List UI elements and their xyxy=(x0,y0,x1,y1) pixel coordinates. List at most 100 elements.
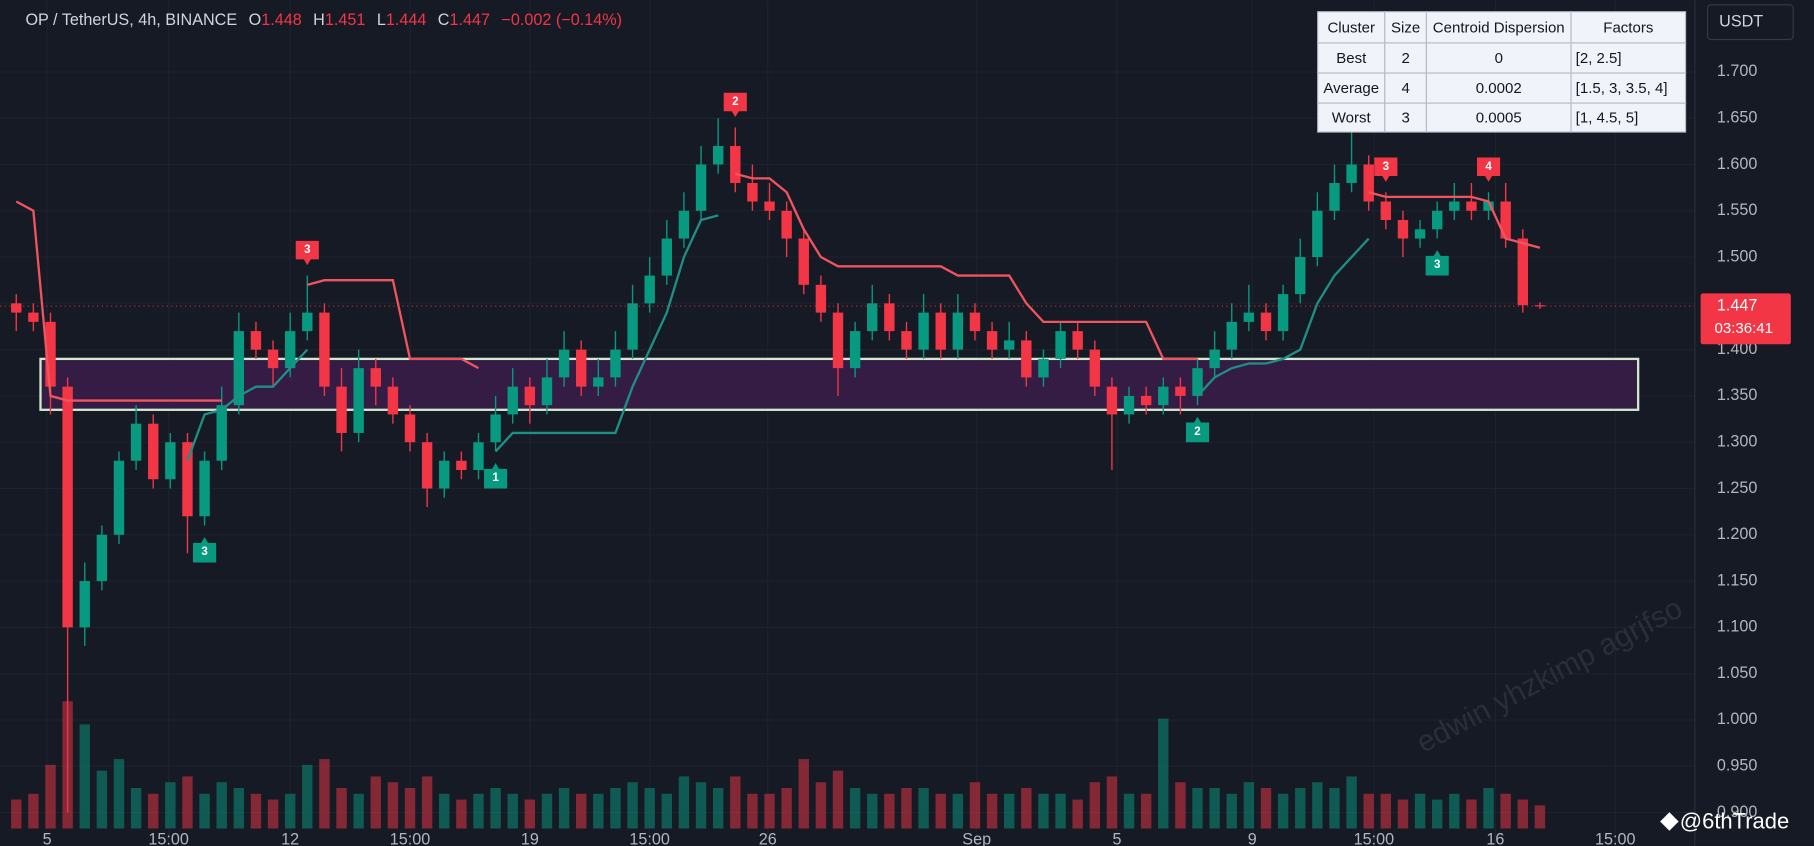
candle-body xyxy=(593,377,604,387)
candle-body xyxy=(1260,312,1272,332)
volume-bar xyxy=(250,793,262,829)
volume-bar xyxy=(1106,776,1118,829)
volume-bar xyxy=(370,776,381,829)
ohlc-label: O xyxy=(249,11,262,29)
y-tick-label: 1.350 xyxy=(1717,386,1758,404)
volume-bar xyxy=(302,764,313,829)
candle-body xyxy=(1449,201,1460,211)
candle-body xyxy=(1346,164,1357,183)
volume-bar xyxy=(1260,787,1272,829)
volume-bar xyxy=(1431,799,1443,829)
trailing-line xyxy=(15,172,1541,402)
table-cell xyxy=(1317,11,1386,44)
candle-body xyxy=(302,312,313,332)
table-cell xyxy=(1317,102,1386,133)
signal-score: 3 xyxy=(304,244,310,256)
table-cell-text: 2 xyxy=(1401,50,1409,67)
candle-body xyxy=(1038,358,1049,378)
volume-bar xyxy=(661,793,673,829)
y-tick-label: 1.500 xyxy=(1717,247,1758,265)
y-tick-label: 1.700 xyxy=(1717,62,1758,80)
currency-button[interactable] xyxy=(1706,4,1794,41)
axes: 0.900 0.950 1.000 1.050 1.100 1.150 1.200 1.250… xyxy=(43,62,1791,846)
volume-bar xyxy=(1140,793,1152,829)
table-cell xyxy=(1570,72,1687,104)
candle-body xyxy=(1517,238,1528,306)
price-tag-countdown: 03:36:41 xyxy=(1715,320,1773,337)
table-cell-text: Worst xyxy=(1332,110,1372,127)
table-header: Size xyxy=(1391,19,1420,36)
candle-body xyxy=(832,312,844,369)
candle-body xyxy=(935,312,946,350)
candle-body xyxy=(250,331,262,350)
volume-bar xyxy=(267,799,279,829)
y-tick-label: 1.600 xyxy=(1717,155,1758,173)
volume-bar xyxy=(1483,787,1494,829)
candle-body xyxy=(781,210,792,239)
volume-bar xyxy=(712,787,724,829)
volume-bar xyxy=(644,787,655,829)
volume-bar xyxy=(627,782,638,829)
candle-body xyxy=(1209,349,1220,369)
table-cell xyxy=(1570,102,1687,133)
volume-bar xyxy=(1380,793,1392,829)
candle-body xyxy=(284,331,296,369)
y-tick-label: 1.200 xyxy=(1717,525,1758,543)
signal-score: 2 xyxy=(732,96,738,108)
volume-bar xyxy=(387,782,399,829)
candle-body xyxy=(1414,229,1426,239)
volume-bar xyxy=(1363,793,1374,829)
signal: 3 xyxy=(1374,157,1398,182)
volume-bar xyxy=(1466,799,1477,829)
ohlc-value: 1.448 xyxy=(261,11,302,29)
volume-bar xyxy=(1072,799,1083,829)
y-tick-label: 0.950 xyxy=(1717,757,1758,775)
volume-bar xyxy=(1329,787,1340,829)
volume-bar xyxy=(1534,805,1546,829)
volume-bar xyxy=(404,787,416,829)
volume-bar xyxy=(1277,793,1289,829)
table-cell xyxy=(1425,102,1572,133)
candle-body xyxy=(233,331,245,406)
table-header: Cluster xyxy=(1327,19,1375,36)
candle-body xyxy=(1277,294,1289,332)
volume-bar xyxy=(901,787,912,829)
x-tick-label: 9 xyxy=(1248,830,1257,846)
table-header: Factors xyxy=(1603,19,1653,36)
x-tick-label: Sep xyxy=(962,830,991,846)
volume-bar xyxy=(353,793,364,829)
y-tick-label: 1.550 xyxy=(1717,201,1758,219)
candle-body xyxy=(165,442,176,480)
volume-bar xyxy=(199,793,210,829)
candle-body xyxy=(182,442,193,517)
candle-body xyxy=(1055,331,1066,359)
volume-bar xyxy=(678,776,690,829)
volume-bar xyxy=(1243,782,1255,829)
volume-bar xyxy=(1038,793,1049,829)
volume-bar xyxy=(884,793,895,829)
signal-score: 3 xyxy=(201,546,207,558)
y-tick-label: 0.900 xyxy=(1717,803,1758,821)
table-cell xyxy=(1425,11,1572,44)
brand-icon xyxy=(1660,812,1679,831)
y-tick-label: 1.300 xyxy=(1717,432,1758,450)
table-cell-text: [1, 4.5, 5] xyxy=(1576,110,1639,127)
y-tick-label: 1.250 xyxy=(1717,479,1758,497)
signal: 1 xyxy=(484,463,508,489)
x-tick-label: 15:00 xyxy=(629,830,670,846)
volume-bar xyxy=(1209,787,1220,829)
candle-body xyxy=(216,405,227,461)
x-tick-label: 12 xyxy=(281,830,299,846)
candle-body xyxy=(1003,340,1015,350)
volume-bar xyxy=(986,793,998,829)
currency[interactable]: USDT xyxy=(1719,12,1763,30)
candle-body xyxy=(627,303,638,350)
candle-body xyxy=(1312,210,1323,258)
candle-body xyxy=(524,386,536,406)
x-tick-label: 15:00 xyxy=(1354,830,1395,846)
y-tick-label: 1.650 xyxy=(1717,108,1758,126)
candle-body xyxy=(439,460,450,489)
candle-body xyxy=(1192,368,1203,396)
signal-marker xyxy=(1374,157,1398,182)
